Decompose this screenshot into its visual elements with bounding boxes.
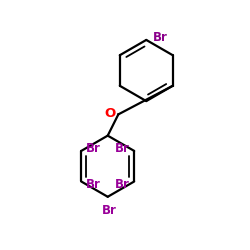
- Text: Br: Br: [114, 178, 130, 191]
- Text: Br: Br: [153, 31, 168, 44]
- Text: Br: Br: [86, 178, 101, 191]
- Text: Br: Br: [114, 142, 130, 155]
- Text: O: O: [104, 106, 116, 120]
- Text: Br: Br: [86, 142, 101, 155]
- Text: Br: Br: [102, 204, 116, 217]
